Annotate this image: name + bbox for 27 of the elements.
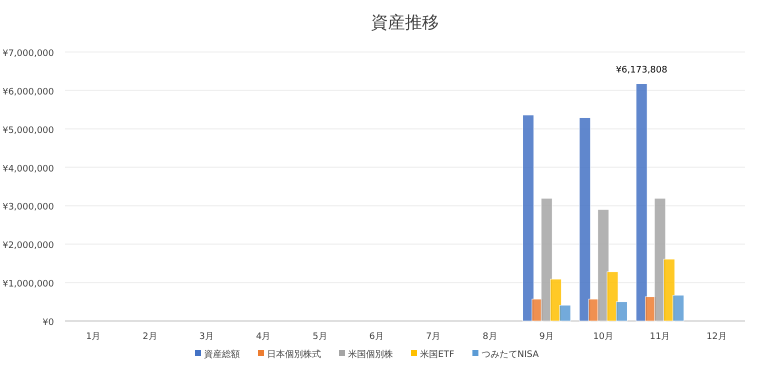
x-tick-label: 8月	[482, 332, 498, 342]
y-tick-label: ¥5,000,000	[2, 126, 54, 136]
x-tick-label: 5月	[312, 332, 328, 342]
x-tick-label: 6月	[369, 332, 384, 342]
x-tick-label: 9月	[539, 332, 554, 342]
y-tick-label: ¥7,000,000	[2, 49, 54, 59]
x-tick-label: 1月	[86, 332, 101, 342]
legend-label: 米国個別株	[348, 349, 393, 360]
legend-label: 日本個別株式	[267, 349, 321, 360]
y-tick-label: ¥2,000,000	[2, 241, 54, 252]
chart-title: 資産推移	[371, 13, 439, 33]
y-tick-label: ¥1,000,000	[2, 280, 54, 290]
legend-label: つみたてNISA	[481, 350, 540, 360]
y-tick-label: ¥0	[42, 318, 54, 328]
y-tick-label: ¥4,000,000	[2, 164, 54, 174]
x-tick-label: 10月	[593, 332, 614, 342]
legend-label: 米国ETF	[420, 349, 454, 360]
x-tick-label: 12月	[706, 332, 727, 342]
data-label: ¥6,173,808	[616, 66, 668, 76]
x-tick-label: 2月	[142, 332, 158, 342]
legend-label: 資産総額	[204, 349, 240, 360]
x-tick-label: 11月	[650, 332, 670, 342]
x-tick-label: 3月	[199, 332, 214, 342]
x-tick-label: 4月	[256, 332, 271, 342]
y-tick-label: ¥3,000,000	[2, 202, 54, 213]
x-tick-label: 7月	[426, 332, 441, 342]
y-tick-label: ¥6,000,000	[2, 87, 54, 98]
